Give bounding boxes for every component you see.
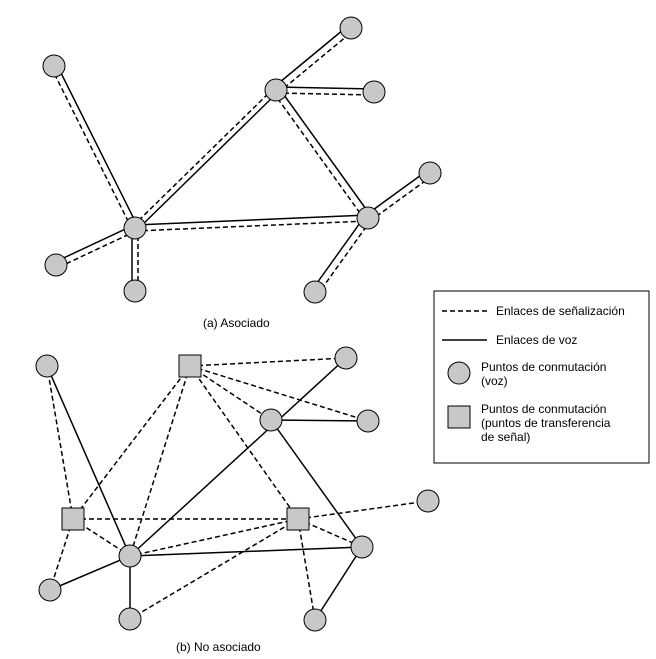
voice-link — [278, 87, 372, 217]
signaling-link — [50, 66, 133, 230]
legend: Enlaces de señalización Enlaces de voz P… — [433, 290, 650, 464]
switching-point-circle — [44, 253, 68, 277]
voice-link — [129, 357, 347, 557]
signaling-link — [56, 230, 137, 269]
associated-links — [50, 24, 433, 295]
associated-nodes — [42, 16, 442, 304]
voice-link — [273, 24, 350, 88]
legend-voice-label: Enlaces de voz — [496, 333, 577, 347]
switching-point-circle — [123, 279, 147, 303]
caption-non-associated: (b) No asociado — [176, 640, 261, 654]
switching-point-circle — [334, 346, 358, 370]
signaling-link — [189, 365, 369, 422]
voice-link — [49, 555, 131, 591]
switching-point-circle — [38, 578, 62, 602]
signaling-link — [272, 91, 366, 221]
signal-transfer-point-square — [286, 507, 310, 531]
legend-square-label-line: de señal) — [481, 430, 530, 444]
voice-link — [134, 214, 369, 226]
switching-point-circle — [418, 161, 442, 185]
voice-link — [136, 91, 279, 231]
switching-point-circle — [350, 535, 374, 559]
voice-link — [311, 215, 366, 291]
switching-point-circle — [259, 408, 283, 432]
switching-point-circle — [303, 280, 327, 304]
diagram-non-associated: (b) No asociado — [35, 346, 440, 654]
voice-link — [275, 86, 375, 90]
voice-link — [270, 419, 369, 422]
signal-transfer-points — [61, 354, 310, 531]
legend-circle-label-line: Puntos de conmutación — [481, 360, 606, 374]
non-associated-voice-nodes — [35, 346, 440, 632]
switching-point-circle — [303, 608, 327, 632]
voice-link — [314, 546, 363, 621]
voice-link — [365, 169, 429, 216]
legend-square-label: Puntos de conmutación (puntos de transfe… — [481, 402, 614, 444]
switching-point-circle — [118, 544, 142, 568]
switching-point-circle — [356, 409, 380, 433]
voice-link — [54, 224, 135, 263]
signaling-link — [297, 518, 316, 621]
signaling-link — [277, 30, 354, 94]
signaling-link — [189, 365, 299, 520]
legend-square-label-line: Puntos de conmutación — [481, 402, 606, 416]
switching-point-circle — [264, 78, 288, 102]
signal-transfer-point-square — [61, 507, 85, 531]
signaling-link — [129, 518, 299, 620]
signaling-link — [46, 365, 74, 520]
switching-point-circle — [42, 54, 66, 78]
signaling-link — [189, 365, 272, 421]
switching-point-circle — [416, 489, 440, 513]
switching-point-circle — [362, 80, 386, 104]
signaling-link — [129, 518, 299, 557]
caption-associated: (a) Asociado — [203, 316, 270, 330]
voice-link — [56, 64, 139, 228]
voice-link — [270, 419, 363, 548]
legend-circle-label: Puntos de conmutación (voz) — [481, 360, 610, 388]
signaling-links — [46, 357, 429, 621]
signaling-link — [189, 357, 347, 367]
signaling-link — [317, 219, 372, 295]
signaling-link — [297, 500, 429, 520]
legend-signaling-label: Enlaces de señalización — [496, 304, 625, 318]
signaling-link — [49, 518, 74, 591]
legend-circle-label-line: (voz) — [481, 374, 508, 388]
switching-point-circle — [339, 16, 363, 40]
legend-square-label-line: (puntos de transferencia — [481, 416, 611, 430]
signaling-link — [132, 87, 275, 227]
voice-link — [46, 365, 131, 557]
signaling-link — [369, 175, 433, 222]
signaling-link — [129, 365, 191, 557]
signaling-link — [275, 92, 375, 96]
switching-point-circle — [118, 607, 142, 631]
legend-square-sample — [447, 405, 471, 429]
switching-point-circle — [123, 216, 147, 240]
legend-circle-sample — [447, 361, 471, 385]
signal-transfer-point-square — [178, 354, 202, 378]
legend-box — [433, 290, 650, 464]
voice-links — [46, 357, 369, 621]
voice-link — [129, 546, 363, 557]
signaling-link — [134, 220, 369, 232]
diagram-associated: (a) Asociado — [42, 16, 442, 330]
signaling-link — [72, 365, 191, 520]
switching-point-circle — [356, 206, 380, 230]
switching-point-circle — [35, 354, 59, 378]
